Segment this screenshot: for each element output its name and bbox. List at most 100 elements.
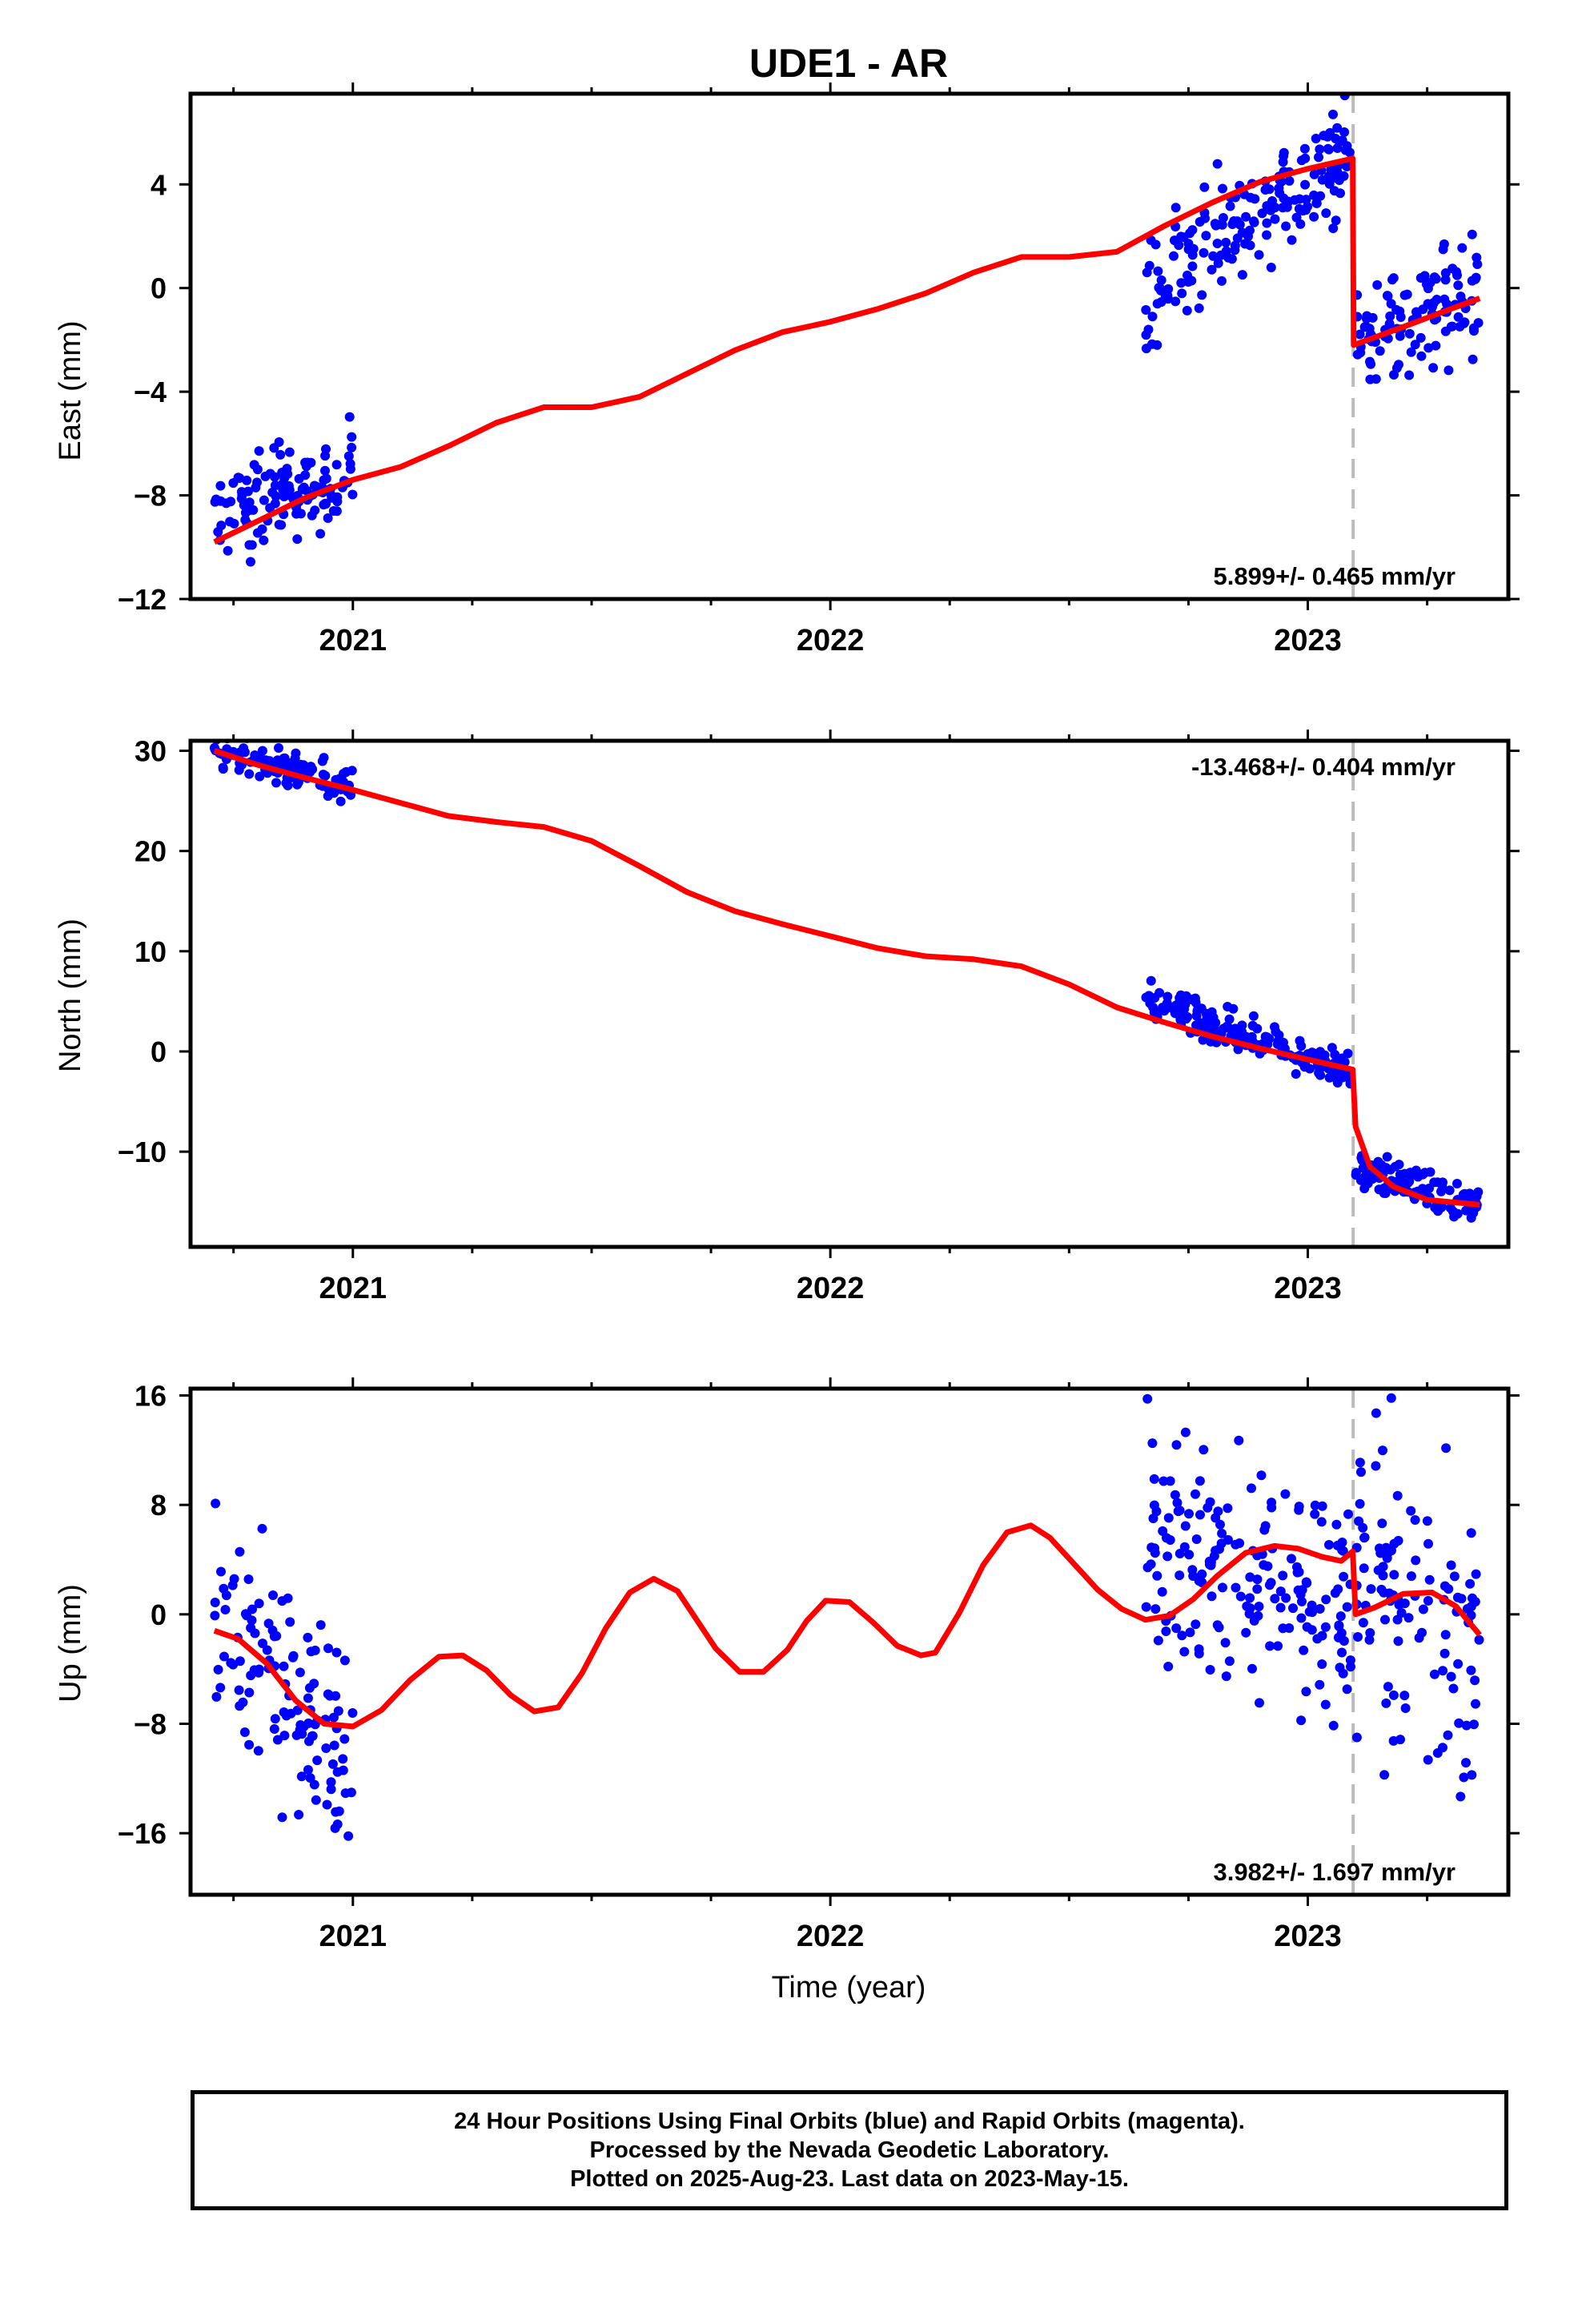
up-data-point — [285, 1617, 295, 1627]
north-data-point — [1376, 1160, 1387, 1170]
up-data-point — [1220, 1638, 1231, 1648]
east-data-point — [1217, 275, 1227, 286]
up-data-point — [234, 1685, 244, 1695]
east-data-point — [1382, 291, 1392, 301]
north-panel: 30 20 10 0 −10 2021 2022 2023 North (mm) -13.468+… — [54, 730, 1520, 1305]
up-data-point — [251, 1667, 261, 1676]
north-data-point — [1182, 1011, 1193, 1022]
east-data-point — [1457, 243, 1468, 253]
east-data-point — [1317, 175, 1327, 185]
up-data-point — [347, 1708, 358, 1718]
north-data-point — [1419, 1168, 1430, 1178]
north-data-point — [1198, 1035, 1208, 1045]
up-data-point — [1381, 1698, 1391, 1708]
east-data-point — [1278, 157, 1288, 167]
east-data-point — [1176, 278, 1186, 288]
up-data-point — [1266, 1578, 1276, 1588]
east-data-point — [265, 468, 275, 479]
up-data-point — [1439, 1648, 1450, 1659]
up-data-point — [1335, 1663, 1345, 1673]
up-data-point — [1263, 1561, 1273, 1571]
north-data-point — [218, 762, 228, 773]
up-data-point — [303, 1632, 313, 1642]
east-data-point — [1262, 230, 1272, 240]
up-data-point — [1221, 1671, 1231, 1682]
east-data-point — [1223, 252, 1234, 263]
east-data-point — [251, 482, 261, 493]
up-model-line — [213, 1522, 1482, 1730]
east-data-point — [1395, 306, 1405, 316]
up-data-point — [1172, 1498, 1182, 1508]
up-data-point — [322, 1799, 332, 1810]
east-data-point — [1270, 214, 1280, 224]
east-data-point — [1366, 359, 1376, 369]
east-data-point — [1212, 159, 1223, 169]
east-data-point — [1199, 247, 1209, 258]
north-data-point — [1359, 1184, 1370, 1194]
east-data-point — [1415, 273, 1426, 283]
up-data-point — [1296, 1613, 1307, 1623]
up-data-point — [1195, 1510, 1205, 1520]
east-data-point — [1469, 326, 1479, 336]
east-data-point — [1147, 312, 1158, 322]
east-data-point — [1210, 219, 1220, 229]
up-data-point — [1171, 1440, 1182, 1450]
up-data-point — [1456, 1594, 1467, 1604]
up-data-point — [1177, 1630, 1187, 1641]
up-data-point — [1147, 1438, 1158, 1449]
north-data-point — [1436, 1186, 1446, 1196]
east-data-point — [1467, 275, 1477, 286]
east-data-point — [1217, 219, 1227, 230]
up-data-point — [299, 1722, 309, 1731]
up-data-point — [1259, 1525, 1270, 1535]
north-data-point — [1152, 1007, 1162, 1018]
east-y-tick-label: 0 — [151, 272, 167, 305]
east-data-point — [1439, 239, 1449, 249]
up-data-point — [1149, 1474, 1159, 1484]
up-data-point — [1418, 1604, 1428, 1614]
up-data-point — [1339, 1636, 1349, 1646]
up-data-point — [1470, 1675, 1480, 1686]
up-data-point — [1281, 1593, 1291, 1603]
east-data-point — [307, 510, 317, 521]
east-data-point — [1311, 134, 1321, 143]
up-data-point — [329, 1740, 339, 1751]
up-points — [210, 1393, 1484, 1841]
north-data-point — [1180, 999, 1191, 1010]
up-data-point — [1148, 1514, 1158, 1523]
up-data-point — [1146, 1559, 1156, 1570]
east-data-point — [1177, 288, 1187, 299]
up-data-point — [1158, 1476, 1169, 1486]
east-data-point — [1237, 270, 1247, 280]
north-data-point — [274, 743, 283, 753]
up-data-point — [331, 1647, 342, 1658]
up-data-point — [1293, 1585, 1303, 1595]
up-data-point — [1199, 1445, 1209, 1455]
east-data-point — [292, 534, 303, 545]
east-data-point — [254, 446, 264, 456]
up-data-point — [1206, 1560, 1216, 1570]
up-data-point — [1411, 1555, 1421, 1566]
east-y-tick-label: 4 — [151, 168, 167, 201]
east-y-axis-label: East (mm) — [54, 320, 87, 460]
up-data-point — [1471, 1569, 1481, 1579]
up-data-point — [1440, 1630, 1451, 1640]
up-data-point — [288, 1651, 299, 1661]
east-data-point — [1254, 250, 1264, 260]
east-data-point — [1212, 239, 1223, 248]
east-data-point — [345, 459, 355, 469]
up-data-point — [1315, 1604, 1325, 1614]
east-data-point — [1324, 179, 1335, 189]
up-data-point — [1170, 1490, 1180, 1500]
east-data-point — [323, 513, 333, 523]
east-data-point — [215, 480, 226, 491]
east-data-point — [1187, 261, 1198, 271]
east-data-point — [1188, 243, 1199, 254]
up-data-point — [1320, 1699, 1331, 1710]
north-data-point — [1291, 1069, 1301, 1079]
up-data-point — [1209, 1551, 1219, 1561]
east-data-point — [1249, 217, 1259, 227]
up-data-point — [1466, 1528, 1476, 1538]
up-y-axis-label: Up (mm) — [54, 1584, 87, 1703]
north-frame — [188, 738, 1511, 1249]
